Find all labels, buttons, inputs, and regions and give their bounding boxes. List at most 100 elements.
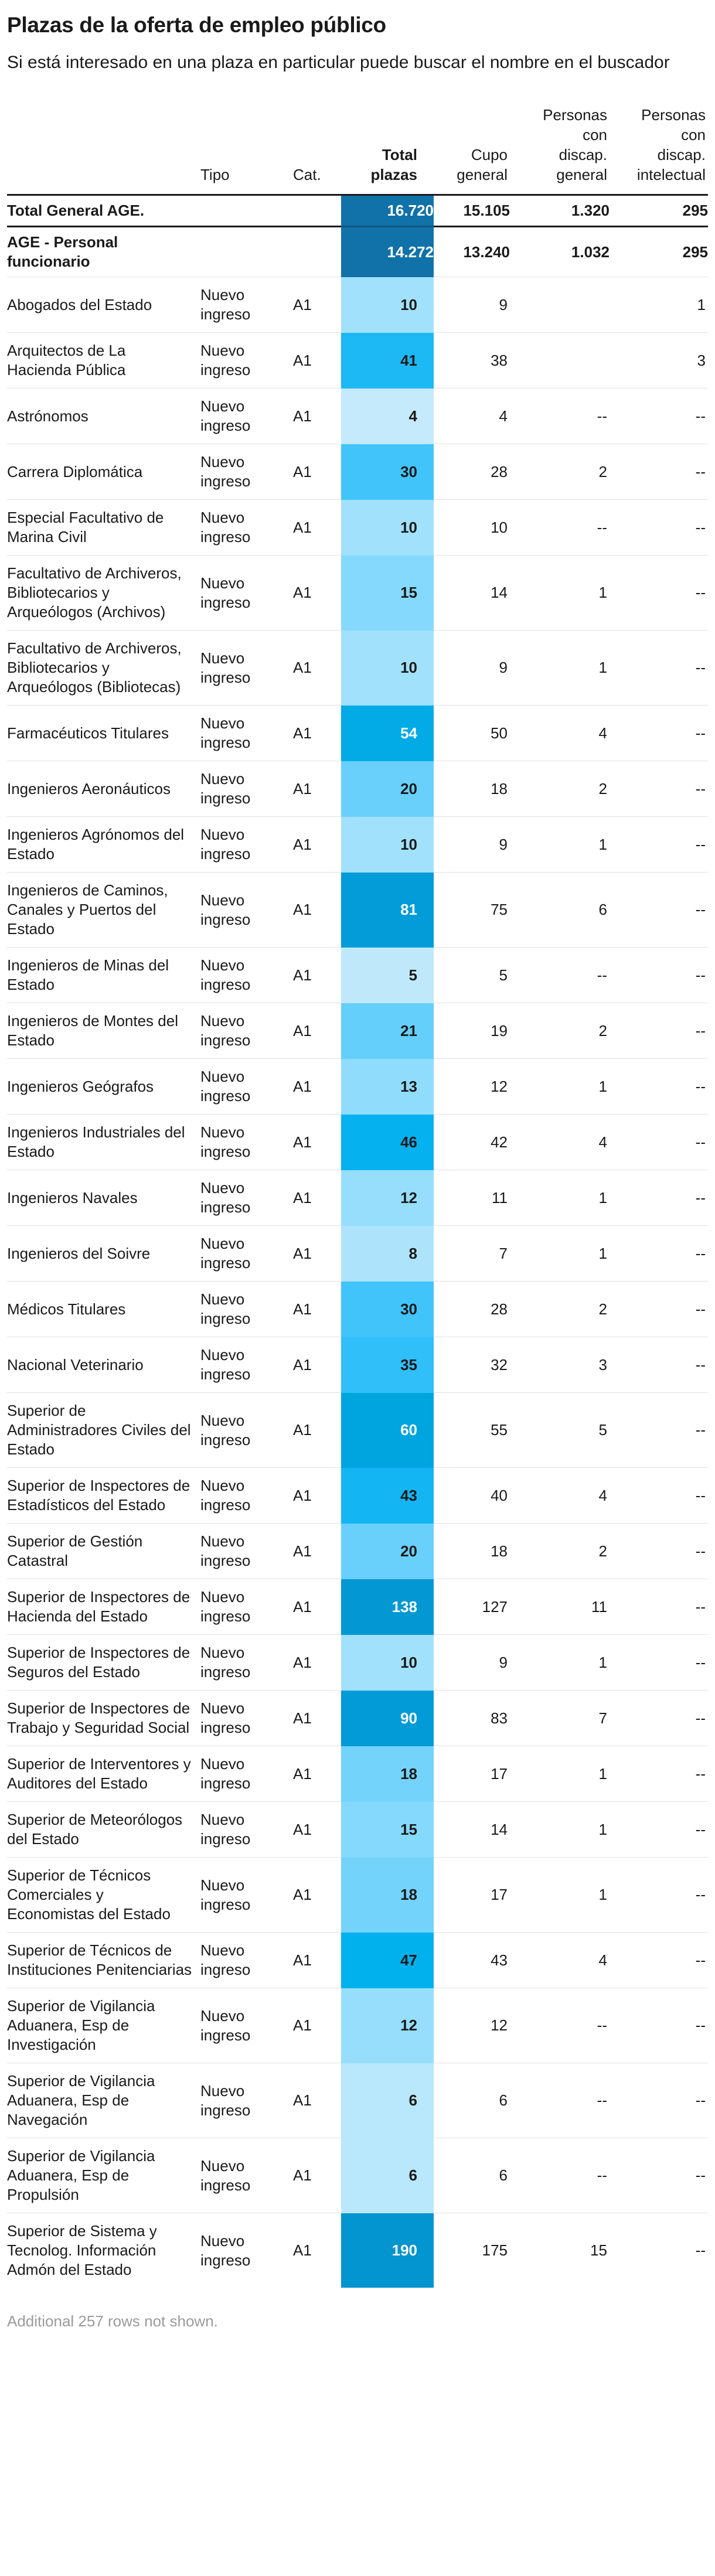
table-row: Arquitectos de La Hacienda Pública Nuevo … (7, 332, 708, 389)
job-offer-table-page: Plazas de la oferta de empleo público Si… (7, 13, 708, 2330)
cell-cupo: 6 (434, 2063, 510, 2138)
table-row: Superior de Inspectores de Seguros del E… (7, 1634, 708, 1691)
cell-cat: A1 (293, 630, 341, 706)
table-row: Ingenieros Industriales del Estado Nuevo … (7, 1114, 708, 1170)
cell-total: 47 (341, 1932, 434, 1988)
cell-discap_intelectual: -- (610, 1579, 708, 1635)
cell-cat: A1 (293, 1932, 341, 1988)
cell-tipo: Nuevo ingreso (200, 1003, 293, 1059)
cell-cat: A1 (293, 1523, 341, 1579)
cell-tipo: Nuevo ingreso (200, 444, 293, 500)
cell-total: 15 (341, 1801, 434, 1858)
table-row: Superior de Gestión Catastral Nuevo ingre… (7, 1523, 708, 1579)
cell-discap_general: 4 (510, 1932, 610, 1988)
cell-tipo: Nuevo ingreso (200, 1114, 293, 1170)
cell-name: Carrera Diplomática (7, 444, 200, 500)
cell-total: 15 (341, 555, 434, 631)
cell-name: AGE - Personal funcionario (7, 226, 200, 277)
cell-cupo: 9 (434, 1634, 510, 1691)
page-title: Plazas de la oferta de empleo público (7, 13, 386, 37)
cell-discap_general: 1 (510, 1225, 610, 1282)
cell-discap_general: 4 (510, 705, 610, 761)
cell-name: Ingenieros Agrónomos del Estado (7, 816, 200, 873)
header-row: Tipo Cat. Total plazas Cupo general Personas… (7, 96, 708, 196)
table-row: Ingenieros de Minas del Estado Nuevo ingr… (7, 947, 708, 1003)
cell-cupo: 14 (434, 555, 510, 631)
cell-discap_general: 1 (510, 1746, 610, 1802)
cell-cat: A1 (293, 2063, 341, 2138)
cell-total: 30 (341, 1281, 434, 1337)
cell-discap_general: 1 (510, 630, 610, 706)
cell-tipo: Nuevo ingreso (200, 2138, 293, 2213)
cell-discap_intelectual: -- (610, 1801, 708, 1858)
column-header-name (7, 96, 200, 196)
cell-name: Facultativo de Archiveros, Bibliotecario… (7, 555, 200, 631)
cell-cupo: 14 (434, 1801, 510, 1858)
cell-discap_intelectual: -- (610, 630, 708, 706)
cell-discap_intelectual: -- (610, 499, 708, 556)
cell-total: 35 (341, 1337, 434, 1393)
cell-total: 54 (341, 705, 434, 761)
table-row: Superior de Vigilancia Aduanera, Esp de … (7, 1988, 708, 2063)
total-row: AGE - Personal funcionario 14.272 13.240 1.… (7, 226, 708, 277)
cell-cupo: 4 (434, 388, 510, 444)
cell-discap_intelectual: -- (610, 1857, 708, 1933)
cell-discap_general: 4 (510, 1114, 610, 1170)
cell-name: Superior de Técnicos de Instituciones Pe… (7, 1932, 200, 1988)
table-row: Superior de Vigilancia Aduanera, Esp de … (7, 2063, 708, 2138)
cell-total: 90 (341, 1690, 434, 1746)
table-row: Superior de Inspectores de Estadísticos … (7, 1467, 708, 1524)
cell-cat: A1 (293, 1690, 341, 1746)
cell-tipo: Nuevo ingreso (200, 1932, 293, 1988)
footer-note: Additional 257 rows not shown. (7, 2312, 218, 2330)
cell-name: Superior de Técnicos Comerciales y Econo… (7, 1857, 200, 1933)
cell-total: 30 (341, 444, 434, 500)
cell-cat: A1 (293, 1337, 341, 1393)
cell-discap_intelectual: -- (610, 1690, 708, 1746)
table-row: Superior de Inspectores de Hacienda del … (7, 1579, 708, 1635)
cell-discap_intelectual: -- (610, 444, 708, 500)
cell-tipo: Nuevo ingreso (200, 388, 293, 444)
cell-discap_general: 1 (510, 1634, 610, 1691)
table-row: Especial Facultativo de Marina Civil Nuev… (7, 499, 708, 556)
cell-total: 138 (341, 1579, 434, 1635)
cell-name: Superior de Vigilancia Aduanera, Esp de … (7, 2138, 200, 2213)
cell-tipo: Nuevo ingreso (200, 1579, 293, 1635)
table-row: Superior de Vigilancia Aduanera, Esp de … (7, 2138, 708, 2213)
table-row: Astrónomos Nuevo ingreso A1 4 4 -- -- (7, 388, 708, 444)
cell-tipo: Nuevo ingreso (200, 1225, 293, 1282)
cell-total: 10 (341, 630, 434, 706)
cell-cat: A1 (293, 444, 341, 500)
column-header-label: Personas con discap. general (543, 106, 607, 183)
cell-discap_general: 1.032 (510, 226, 610, 277)
cell-cupo: 18 (434, 761, 510, 817)
cell-cat: A1 (293, 1392, 341, 1468)
cell-cat: A1 (293, 555, 341, 631)
cell-total: 8 (341, 1225, 434, 1282)
cell-tipo (200, 195, 293, 227)
cell-discap_general: -- (510, 2063, 610, 2138)
cell-discap_general: -- (510, 388, 610, 444)
cell-cat: A1 (293, 1801, 341, 1858)
cell-cupo: 32 (434, 1337, 510, 1393)
cell-cat: A1 (293, 332, 341, 389)
column-header-label: Cat. (293, 166, 321, 183)
plazas-table: Tipo Cat. Total plazas Cupo general Personas… (7, 96, 708, 2288)
cell-discap_general: -- (510, 499, 610, 556)
cell-cupo: 50 (434, 705, 510, 761)
cell-discap_intelectual: -- (610, 1932, 708, 1988)
cell-discap_general: 11 (510, 1579, 610, 1635)
cell-name: Médicos Titulares (7, 1281, 200, 1337)
cell-discap_intelectual: -- (610, 1392, 708, 1468)
cell-tipo: Nuevo ingreso (200, 1523, 293, 1579)
cell-discap_general: -- (510, 1988, 610, 2063)
column-header-label: Personas con discap. intelectual (636, 106, 706, 183)
cell-total: 12 (341, 1988, 434, 2063)
cell-discap_general: 1 (510, 1058, 610, 1115)
cell-cupo: 17 (434, 1857, 510, 1933)
cell-name: Ingenieros de Minas del Estado (7, 947, 200, 1003)
table-row: Superior de Técnicos de Instituciones Pe… (7, 1932, 708, 1988)
cell-total: 18 (341, 1857, 434, 1933)
cell-discap_intelectual: -- (610, 947, 708, 1003)
cell-discap_intelectual: -- (610, 388, 708, 444)
